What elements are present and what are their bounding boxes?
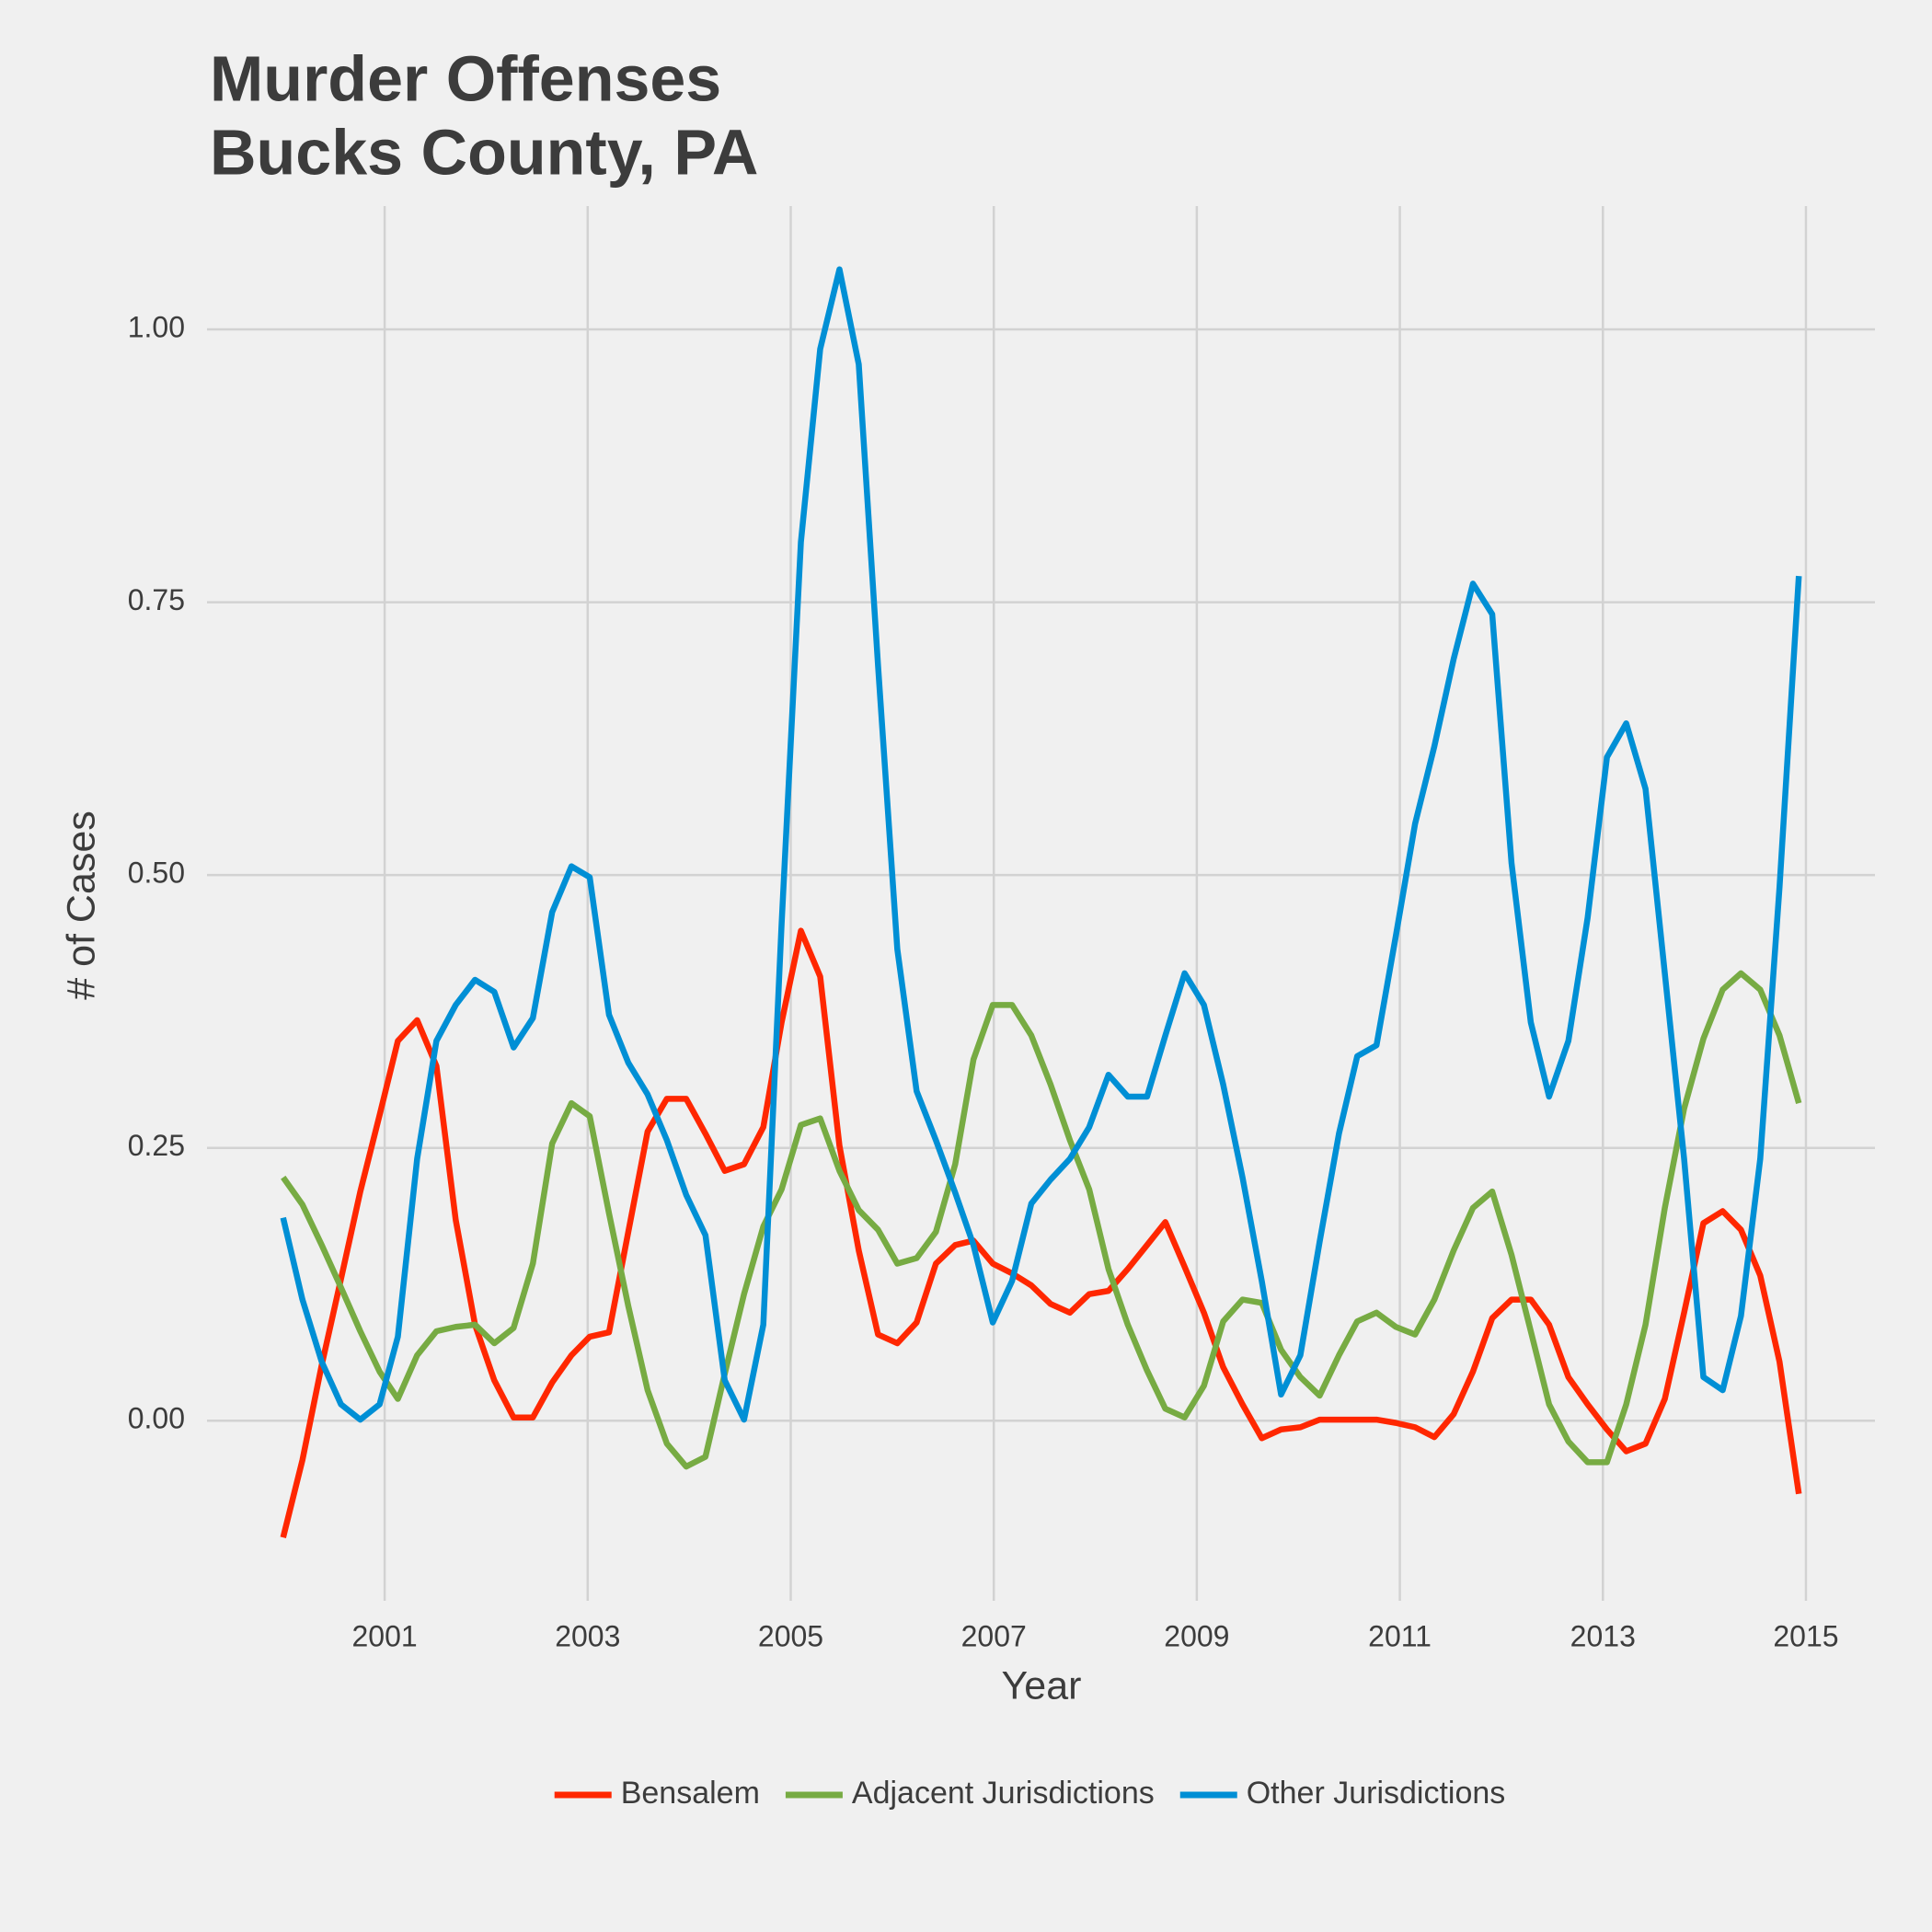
x-tick-label: 2011 <box>1368 1619 1432 1652</box>
x-tick-label: 2001 <box>352 1619 418 1652</box>
chart-title: Murder Offenses <box>210 42 721 114</box>
x-tick-label: 2015 <box>1773 1619 1838 1652</box>
legend: Bensalem Adjacent Jurisdictions Other Juri… <box>554 1776 1506 1811</box>
line-series <box>280 266 1802 1423</box>
line-series <box>280 927 1802 1538</box>
x-tick-label: 2009 <box>1164 1619 1229 1652</box>
lines <box>280 266 1802 1538</box>
y-tick-label: 1.00 <box>128 310 185 343</box>
chart-title: Bucks County, PA <box>210 116 758 188</box>
x-tick-label: 2003 <box>555 1619 620 1652</box>
x-tick-label: 2013 <box>1570 1619 1636 1652</box>
y-tick-label: 0.25 <box>128 1129 185 1162</box>
line-series <box>281 970 1802 1470</box>
y-axis-title: # of Cases <box>59 811 103 1000</box>
legend-label: Bensalem <box>621 1776 760 1811</box>
y-tick-label: 0.50 <box>128 857 185 890</box>
x-axis-title: Year <box>1002 1663 1082 1708</box>
legend-label: Other Jurisdictions <box>1247 1776 1506 1811</box>
y-tick-label: 0.75 <box>128 583 185 616</box>
y-tick-label: 0.00 <box>128 1402 185 1435</box>
x-tick-label: 2007 <box>961 1619 1027 1652</box>
legend-label: Adjacent Jurisdictions <box>852 1776 1155 1811</box>
x-tick-label: 2005 <box>758 1619 823 1652</box>
